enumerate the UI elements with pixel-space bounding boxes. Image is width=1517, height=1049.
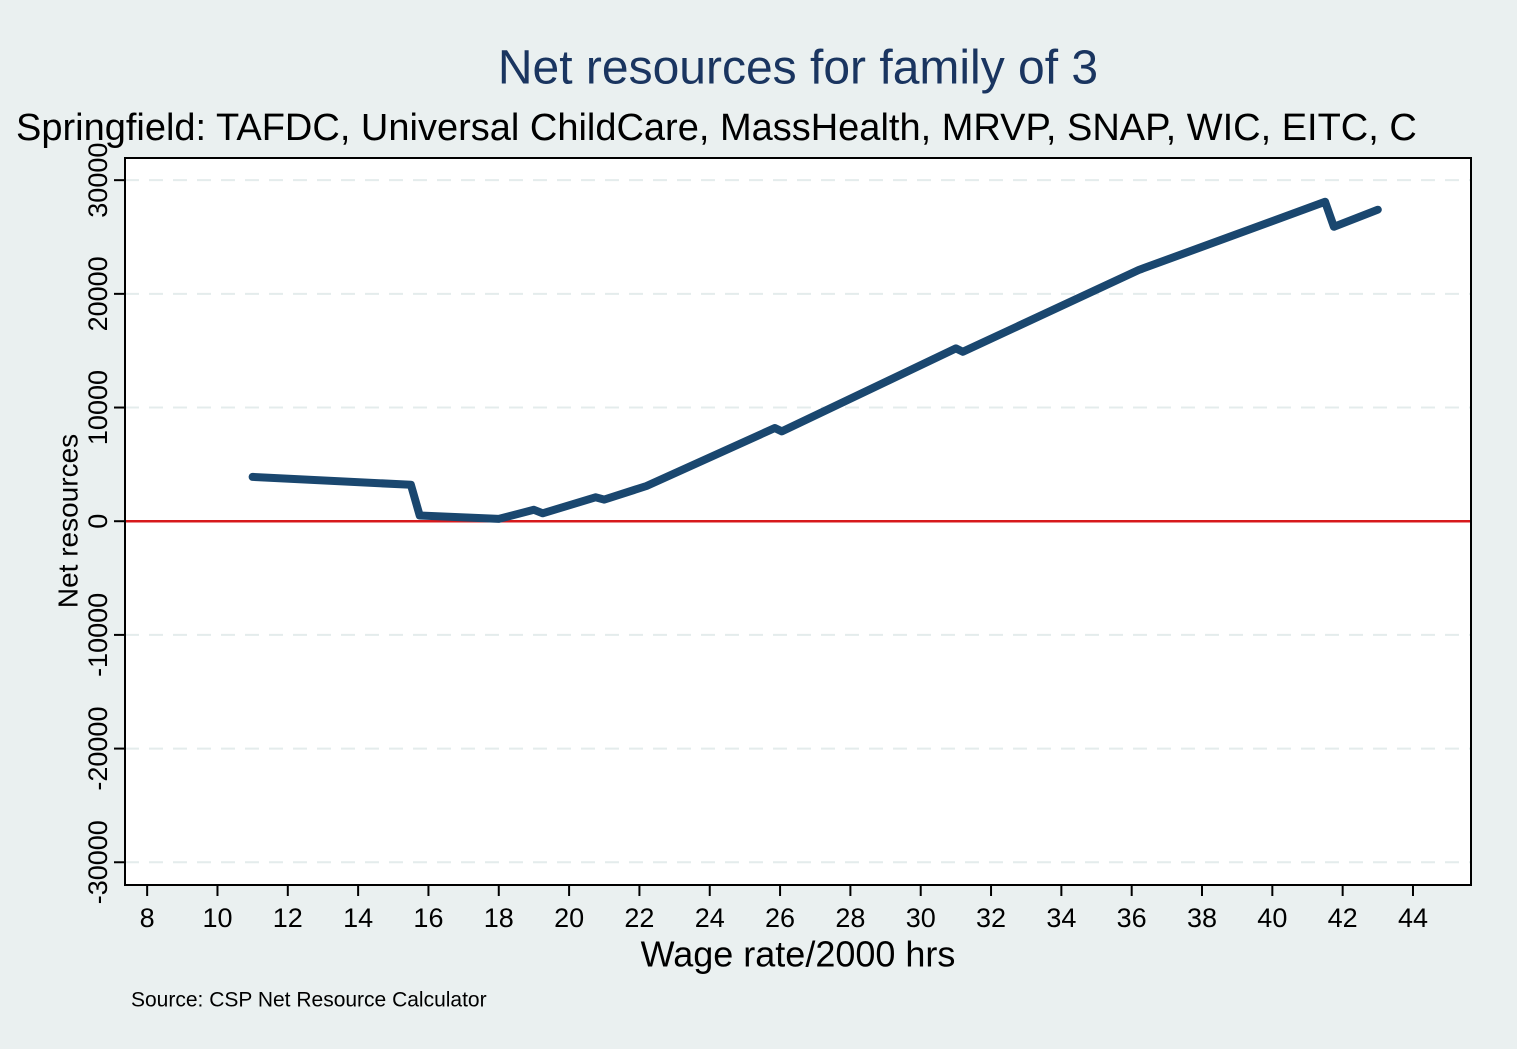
x-tick-label: 42	[1328, 903, 1358, 933]
y-tick-label: 0	[83, 514, 113, 529]
y-tick-label: 20000	[83, 256, 113, 331]
x-tick-label: 14	[343, 903, 373, 933]
x-tick-label: 44	[1398, 903, 1428, 933]
x-tick-label: 36	[1117, 903, 1147, 933]
y-tick-label: -30000	[83, 820, 113, 904]
chart-subtitle: Springfield: TAFDC, Universal ChildCare,…	[16, 107, 1417, 149]
x-tick-label: 22	[624, 903, 654, 933]
x-tick-label: 8	[140, 903, 155, 933]
data-line	[248, 197, 1382, 523]
x-tick-label: 12	[273, 903, 303, 933]
x-tick-label: 26	[765, 903, 795, 933]
x-axis-title: Wage rate/2000 hrs	[641, 934, 956, 975]
x-tick-label: 40	[1257, 903, 1287, 933]
y-tick-label: 30000	[83, 143, 113, 218]
x-tick-label: 18	[484, 903, 514, 933]
x-tick-label: 38	[1187, 903, 1217, 933]
chart-title: Net resources for family of 3	[498, 42, 1098, 95]
y-axis-title: Net resources	[52, 434, 83, 608]
x-tick-label: 28	[835, 903, 865, 933]
plot-layer	[125, 179, 1471, 864]
y-tick-label: 10000	[83, 370, 113, 445]
x-tick-label: 32	[976, 903, 1006, 933]
x-tick-label: 20	[554, 903, 584, 933]
x-tick-label: 30	[906, 903, 936, 933]
y-tick-label: -10000	[83, 593, 113, 677]
y-tick-label: -20000	[83, 707, 113, 791]
x-tick-label: 16	[413, 903, 443, 933]
x-tick-label: 24	[695, 903, 725, 933]
x-tick-label: 34	[1046, 903, 1076, 933]
source-note: Source: CSP Net Resource Calculator	[131, 989, 487, 1012]
x-tick-label: 10	[202, 903, 232, 933]
